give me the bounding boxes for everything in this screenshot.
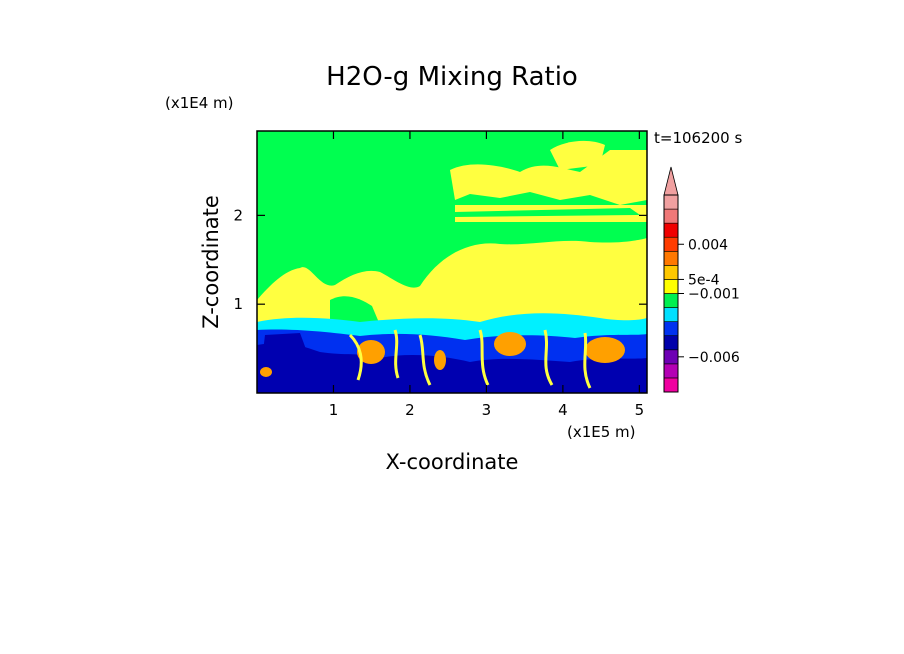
field-region-upper-band-green [455,208,640,217]
x-tick-label: 3 [482,401,492,419]
colorbar-swatch [663,363,679,379]
colorbar-swatch [663,250,679,266]
y-axis-label: Z-coordinate [199,195,223,329]
y-unit-label: (x1E4 m) [165,94,234,112]
axis-ticks: 1 2 3 4 5 1 2 [233,131,647,419]
y-tick-label: 2 [233,206,243,224]
y-tick-label: 1 [233,295,243,313]
field-plume-1 [357,340,385,364]
x-tick-label: 5 [635,401,645,419]
field-plume-5 [260,367,272,377]
field-plume-2 [434,350,446,370]
x-tick-label: 2 [405,401,415,419]
colorbar-swatch [663,349,679,365]
colorbar-label: −0.001 [688,287,740,303]
colorbar-swatch [663,335,679,351]
colorbar-label: −0.006 [688,350,740,366]
field-region-mid-green-wisp [330,296,380,325]
x-axis-label: X-coordinate [386,450,519,474]
field-plume-3 [494,332,526,356]
field-wisp-1 [348,329,592,389]
colorbar-swatch [663,377,679,393]
colorbar: 0.004 5e-4−0.001 −0.006 [663,166,740,393]
field-region-blue-plume-1 [262,333,310,370]
colorbar-swatch [663,307,679,322]
colorbar-label: 5e-4 [688,272,720,288]
colorbar-swatch [663,222,679,238]
colorbar-swatch [663,194,679,210]
field-region-upper-2 [550,140,605,170]
x-unit-label: (x1E5 m) [567,423,636,441]
colorbar-swatch [663,321,679,337]
colorbar-swatch [663,236,679,252]
colorbar-arrow [663,166,679,196]
plot-frame [256,130,648,394]
colorbar-label: 0.004 [688,237,728,253]
plot-area [257,131,647,393]
colorbar-swatch [663,265,679,280]
colorbar-swatch [663,279,679,294]
time-label: t=106200 s [654,129,742,147]
x-tick-label: 4 [558,401,568,419]
field-plume-4 [585,337,625,363]
chart-title: H2O-g Mixing Ratio [326,62,578,92]
colorbar-swatch [663,208,679,224]
colorbar-swatch [663,293,679,308]
x-tick-label: 1 [329,401,339,419]
